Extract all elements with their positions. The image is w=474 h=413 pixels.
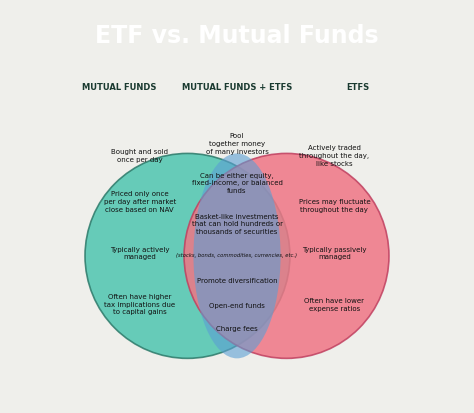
Text: Typically passively
managed: Typically passively managed xyxy=(302,246,366,260)
Text: Can be either equity,
fixed-income, or balanced
funds: Can be either equity, fixed-income, or b… xyxy=(191,172,283,194)
Text: Often have higher
tax implications due
to capital gains: Often have higher tax implications due t… xyxy=(104,293,175,315)
Text: Bought and sold
once per day: Bought and sold once per day xyxy=(111,149,168,163)
Text: Actively traded
throughout the day,
like stocks: Actively traded throughout the day, like… xyxy=(299,145,369,166)
Text: Pool
together money
of many investors: Pool together money of many investors xyxy=(206,133,268,154)
Text: (stocks, bonds, commodities, currencies, etc.): (stocks, bonds, commodities, currencies,… xyxy=(176,252,298,257)
Text: MUTUAL FUNDS: MUTUAL FUNDS xyxy=(82,83,156,92)
Text: ETF vs. Mutual Funds: ETF vs. Mutual Funds xyxy=(95,24,379,48)
Text: Promote diversification: Promote diversification xyxy=(197,277,277,283)
Circle shape xyxy=(184,154,389,358)
Text: MUTUAL FUNDS + ETFS: MUTUAL FUNDS + ETFS xyxy=(182,83,292,92)
Text: Prices may fluctuate
throughout the day: Prices may fluctuate throughout the day xyxy=(299,198,370,212)
Text: Charge fees: Charge fees xyxy=(216,325,258,331)
Text: ETFS: ETFS xyxy=(346,83,370,92)
Text: Open-end funds: Open-end funds xyxy=(209,303,265,309)
Text: Typically actively
managed: Typically actively managed xyxy=(110,246,169,260)
Text: Often have lower
expense ratios: Often have lower expense ratios xyxy=(304,297,365,311)
Ellipse shape xyxy=(193,154,281,358)
Circle shape xyxy=(85,154,290,358)
Text: Basket-like investments
that can hold hundreds or
thousands of securities: Basket-like investments that can hold hu… xyxy=(191,213,283,235)
Text: Priced only once
per day after market
close based on NAV: Priced only once per day after market cl… xyxy=(103,191,176,212)
